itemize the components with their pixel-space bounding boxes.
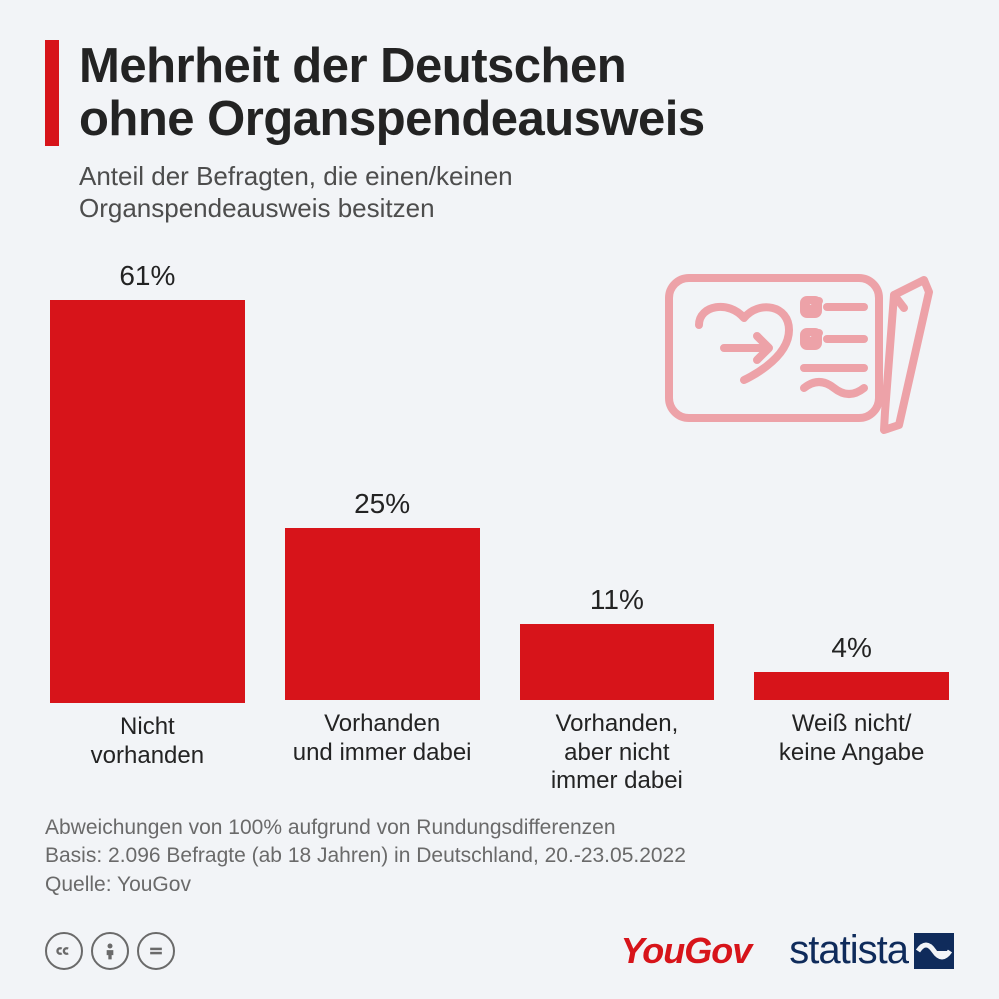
footnote-source: Quelle: YouGov (45, 871, 954, 899)
bar-label: Vorhanden,aber nichtimmer dabei (551, 710, 683, 800)
bar-label: Weiß nicht/keine Angabe (779, 710, 924, 800)
chart-subtitle: Anteil der Befragten, die einen/keinen O… (79, 160, 954, 225)
bar-value: 61% (119, 260, 175, 292)
by-icon (91, 932, 129, 970)
cc-icon (45, 932, 83, 970)
bar (754, 672, 949, 700)
subtitle-line-2: Organspendeausweis besitzen (79, 193, 435, 223)
footnote-basis: Basis: 2.096 Befragte (ab 18 Jahren) in … (45, 842, 954, 870)
statista-logo: statista (789, 928, 954, 973)
bar-label: Vorhandenund immer dabei (293, 710, 472, 800)
header: Mehrheit der Deutschen ohne Organspendea… (45, 40, 954, 146)
subtitle-line-1: Anteil der Befragten, die einen/keinen (79, 161, 513, 191)
title-block: Mehrheit der Deutschen ohne Organspendea… (79, 40, 705, 146)
bar-value: 4% (831, 632, 871, 664)
bar (520, 624, 715, 700)
yougov-logo: YouGov (621, 930, 752, 972)
title-line-1: Mehrheit der Deutschen (79, 39, 626, 93)
statista-text: statista (789, 928, 908, 973)
nd-icon (137, 932, 175, 970)
license-icons (45, 932, 175, 970)
bar-value: 11% (590, 584, 644, 616)
chart-area: 61% Nichtvorhanden 25% Vorhandenund immer d… (45, 260, 954, 800)
accent-bar (45, 40, 59, 146)
bar-value: 25% (354, 488, 410, 520)
title-line-2: ohne Organspendeausweis (79, 92, 705, 146)
bar (285, 528, 480, 700)
statista-swoosh-icon (914, 933, 954, 969)
chart-title: Mehrheit der Deutschen ohne Organspendea… (79, 40, 705, 146)
footer: YouGov statista (45, 928, 954, 973)
bar (50, 300, 245, 704)
organ-donor-card-icon (649, 260, 934, 435)
footnotes: Abweichungen von 100% aufgrund von Rundu… (45, 814, 954, 899)
bar-group: 25% Vorhandenund immer dabei (285, 260, 480, 800)
bar-label: Nichtvorhanden (91, 713, 204, 799)
bar-group: 61% Nichtvorhanden (50, 260, 245, 800)
footnote-rounding: Abweichungen von 100% aufgrund von Rundu… (45, 814, 954, 842)
